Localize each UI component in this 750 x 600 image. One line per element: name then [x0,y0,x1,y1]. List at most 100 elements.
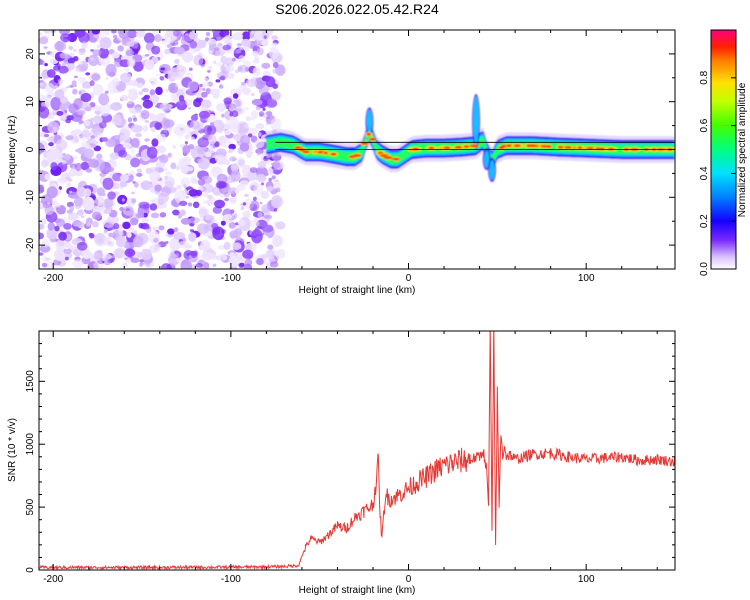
noise-blob [92,105,102,112]
noise-blob [231,157,236,162]
noise-blob [207,197,216,206]
noise-blob [178,95,185,102]
noise-blob [149,89,156,96]
noise-blob [111,77,120,87]
noise-blob [205,88,212,95]
noise-blob [172,209,180,216]
noise-blob [173,30,180,37]
noise-blob [98,47,110,59]
noise-blob [86,222,91,227]
noise-blob [88,54,99,66]
noise-blob [133,182,139,188]
noise-blob [84,143,92,149]
noise-blob [59,103,67,111]
y-tick-label: 1500 [25,370,36,393]
x-tick-label: 0 [406,273,412,284]
noise-blob [111,52,120,59]
noise-blob [148,231,160,244]
noise-blob [159,117,171,129]
noise-blob [262,224,274,233]
noise-blob [55,139,68,151]
noise-blob [151,30,162,36]
noise-blob [273,197,282,205]
noise-blob [160,67,165,71]
noise-blob [212,226,225,241]
noise-blob [229,115,235,120]
noise-blob [220,75,226,81]
colorbar: 0.0 0.2 0.4 0.6 0.8 Normalized spectral ampl… [699,29,748,276]
noise-blob [121,198,125,202]
snr-x-axis: -200 -100 0 100 [43,331,658,585]
y-tick-label: -10 [25,190,36,205]
noise-blob [143,32,155,44]
noise-blob [272,235,283,247]
noise-blob [271,42,278,48]
noise-blob [210,122,215,126]
noise-blob [236,48,242,54]
noise-blob [202,191,209,197]
noise-blob [271,35,279,41]
noise-blob [255,148,264,155]
noise-blob [68,168,78,177]
noise-blob [258,82,270,96]
noise-blob [217,244,226,250]
noise-blob [40,159,49,168]
y-tick-label: 20 [25,48,36,60]
noise-blob [199,83,203,87]
noise-blob [197,94,202,98]
noise-blob [229,252,235,257]
noise-blob [257,132,262,137]
noise-blob [133,230,137,234]
noise-blob [56,110,64,116]
noise-blob [255,123,265,130]
noise-blob [141,262,145,265]
noise-blob [164,167,168,172]
noise-blob [118,229,124,236]
noise-blob [39,106,50,119]
noise-blob [207,66,213,70]
noise-blob [138,201,150,209]
noise-blob [127,57,136,68]
noise-blob [177,196,181,199]
spectrogram-x-axis: -200 -100 0 100 [43,30,658,284]
noise-blob [260,182,265,186]
noise-blob [155,161,166,169]
noise-blob [189,217,200,224]
noise-blob [67,63,76,70]
noise-blob [167,228,175,235]
noise-blob [76,210,83,216]
noise-blob [200,261,210,269]
noise-blob [232,242,242,251]
noise-blob [257,152,261,156]
noise-blob [251,93,255,96]
noise-blob [158,154,169,164]
noise-blob [72,259,84,269]
noise-blob [99,121,107,129]
noise-blob [103,236,112,242]
noise-blob [183,184,187,189]
noise-blob [125,67,130,72]
noise-blob [218,135,227,146]
noise-blob [236,157,246,169]
noise-blob [90,57,94,61]
noise-blob [64,242,72,249]
noise-blob [102,192,106,197]
noise-blob [213,47,220,51]
noise-blob [88,232,93,237]
noise-blob [118,30,129,39]
noise-blob [177,241,188,249]
snr-plot-area [39,331,675,570]
snr-x-label: Height of straight line (km) [299,585,416,596]
noise-blob [41,262,48,268]
ridge-hot-core [428,146,434,150]
noise-blob [90,127,102,135]
noise-blob [154,105,159,108]
noise-blob [252,50,259,57]
ridge-hot-core [564,146,572,149]
x-tick-label: -200 [43,273,63,284]
noise-blob [68,212,79,221]
noise-blob [138,91,143,96]
noise-blob [144,120,150,123]
noise-blob [249,167,258,174]
noise-blob [174,46,185,55]
